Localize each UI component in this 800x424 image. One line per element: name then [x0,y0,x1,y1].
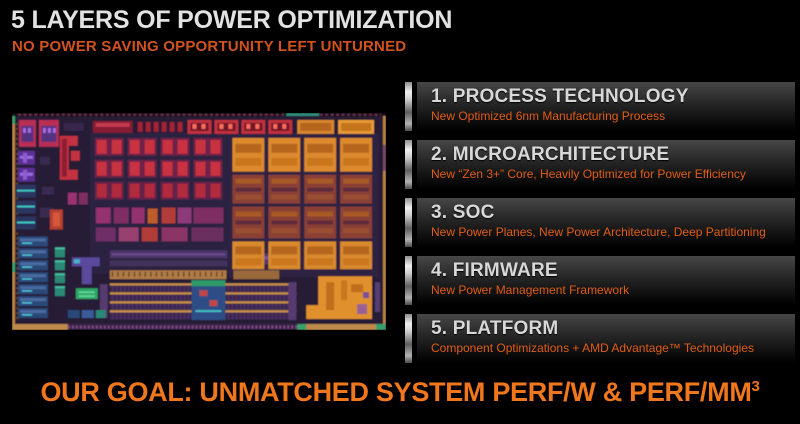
layer-description: New Optimized 6nm Manufacturing Process [431,109,666,123]
layer-accent-bar [405,198,412,247]
layer-panel: 3. SOC New Power Planes, New Power Archi… [417,198,795,247]
die-shot-graphic [12,113,386,330]
goal-text: OUR GOAL: UNMATCHED SYSTEM PERF/W & PERF… [40,377,752,407]
page-subtitle: NO POWER SAVING OPPORTUNITY LEFT UNTURNE… [12,38,407,55]
layer-accent-bar [405,256,412,305]
layer-description: New Power Management Framework [431,283,630,297]
layer-item-3: 3. SOC New Power Planes, New Power Archi… [405,198,795,247]
layer-description: New “Zen 3+” Core, Heavily Optimized for… [431,167,746,181]
layer-description: Component Optimizations + AMD Advantage™… [431,341,754,355]
layer-title: 1. PROCESS TECHNOLOGY [431,86,689,107]
layer-item-4: 4. FIRMWARE New Power Management Framewo… [405,256,795,305]
layer-panel: 4. FIRMWARE New Power Management Framewo… [417,256,795,305]
layer-title: 4. FIRMWARE [431,260,558,281]
layer-accent-bar [405,82,412,131]
layer-description: New Power Planes, New Power Architecture… [431,225,766,239]
goal-superscript: 3 [751,378,760,395]
layer-panel: 5. PLATFORM Component Optimizations + AM… [417,314,795,363]
processor-die-image [12,113,386,330]
layer-panel: 1. PROCESS TECHNOLOGY New Optimized 6nm … [417,82,795,131]
layer-item-2: 2. MICROARCHITECTURE New “Zen 3+” Core, … [405,140,795,189]
goal-banner: OUR GOAL: UNMATCHED SYSTEM PERF/W & PERF… [0,377,800,408]
layers-list: 1. PROCESS TECHNOLOGY New Optimized 6nm … [405,82,795,363]
layer-item-1: 1. PROCESS TECHNOLOGY New Optimized 6nm … [405,82,795,131]
layer-title: 2. MICROARCHITECTURE [431,144,670,165]
page-title: 5 LAYERS OF POWER OPTIMIZATION [11,6,453,34]
layer-title: 5. PLATFORM [431,318,559,339]
layer-panel: 2. MICROARCHITECTURE New “Zen 3+” Core, … [417,140,795,189]
layer-item-5: 5. PLATFORM Component Optimizations + AM… [405,314,795,363]
layer-title: 3. SOC [431,202,495,223]
layer-accent-bar [405,140,412,189]
layer-accent-bar [405,314,412,363]
